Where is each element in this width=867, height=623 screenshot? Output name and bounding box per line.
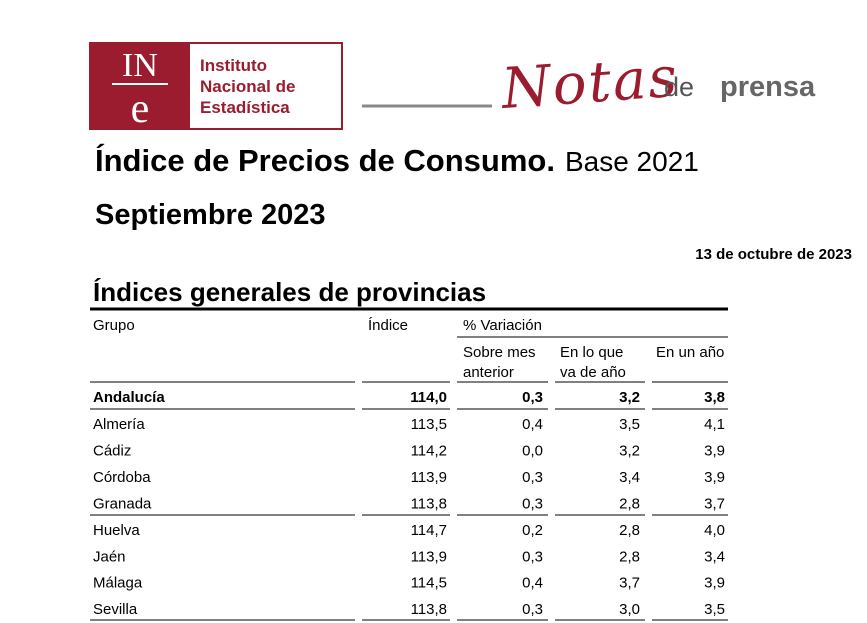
row-label: Sevilla	[93, 601, 138, 618]
masthead-de: de	[664, 72, 694, 102]
cell-value: 3,9	[704, 575, 725, 592]
date: 13 de octubre de 2023	[695, 246, 852, 263]
table-body: Andalucía 114,0 0,3 3,2 3,8 Almería 113,5 0,4 3,…	[90, 381, 728, 621]
header: Grupo	[93, 317, 135, 334]
cell-value: 3,2	[619, 389, 640, 406]
cell-value: 2,8	[619, 495, 640, 512]
cell-value: 3,9	[704, 442, 725, 459]
logo: IN e Instituto Nacional de Estadística	[89, 42, 343, 132]
logo-name: Estadística	[200, 98, 290, 117]
logo-name: Instituto	[200, 56, 267, 75]
row-label: Jaén	[93, 548, 126, 565]
cell-value: 0,0	[522, 442, 543, 459]
row-label: Andalucía	[93, 389, 165, 406]
logo-mark-top: IN	[122, 47, 158, 84]
cell-value: 113,8	[411, 601, 447, 618]
cell-value: 0,2	[522, 522, 543, 539]
logo-mark-bottom: e	[131, 86, 150, 132]
cell-value: 0,3	[522, 548, 543, 565]
cell-value: 114,7	[411, 522, 447, 539]
masthead-notas: Notas	[498, 45, 681, 122]
subtitle: Septiembre 2023	[95, 199, 326, 231]
row-label: Málaga	[93, 575, 143, 592]
cell-value: 3,9	[704, 469, 725, 486]
header: Sobre mes	[463, 344, 536, 361]
cell-value: 0,4	[522, 416, 543, 433]
table-header: Grupo Índice % Variación Sobre mes anter…	[93, 317, 728, 381]
cell-value: 3,7	[704, 495, 725, 512]
cell-value: 113,9	[411, 469, 447, 486]
cell-value: 113,9	[411, 548, 447, 565]
cell-value: 3,2	[619, 442, 640, 459]
cell-value: 114,0	[410, 389, 447, 406]
row-label: Almería	[93, 416, 145, 433]
header: % Variación	[463, 317, 542, 334]
cell-value: 0,3	[522, 495, 543, 512]
header: Índice	[368, 317, 408, 334]
title: Índice de Precios de Consumo. Base 2021	[95, 143, 699, 178]
cell-value: 114,5	[411, 575, 447, 592]
section-title: Índices generales de provincias	[93, 277, 486, 307]
masthead-prensa: prensa	[720, 71, 816, 103]
cell-value: 2,8	[619, 548, 640, 565]
title-base: Base 2021	[565, 146, 699, 177]
cell-value: 4,0	[704, 522, 725, 539]
cell-value: 113,8	[411, 495, 447, 512]
cell-value: 3,4	[619, 469, 640, 486]
cell-value: 4,1	[704, 416, 725, 433]
logo-name: Nacional de	[200, 77, 295, 96]
cell-value: 3,4	[704, 548, 725, 565]
cell-value: 2,8	[619, 522, 640, 539]
row-label: Cádiz	[93, 442, 131, 459]
cell-value: 0,3	[522, 469, 543, 486]
header: En un año	[656, 344, 724, 361]
cell-value: 0,4	[522, 575, 543, 592]
title-main: Índice de Precios de Consumo.	[95, 143, 555, 178]
cell-value: 114,2	[411, 442, 447, 459]
row-label: Córdoba	[93, 469, 151, 486]
cell-value: 3,0	[619, 601, 640, 618]
row-label: Huelva	[93, 522, 140, 539]
row-label: Granada	[93, 495, 152, 512]
cell-value: 3,5	[704, 601, 725, 618]
cell-value: 0,3	[522, 389, 543, 406]
cell-value: 3,5	[619, 416, 640, 433]
cell-value: 3,8	[704, 389, 725, 406]
cell-value: 3,7	[619, 575, 640, 592]
logo-mark-bg	[91, 44, 190, 128]
header: anterior	[463, 364, 514, 381]
cell-value: 113,5	[411, 416, 447, 433]
cell-value: 0,3	[522, 601, 543, 618]
header: En lo que	[560, 344, 623, 361]
header: va de año	[560, 364, 626, 381]
